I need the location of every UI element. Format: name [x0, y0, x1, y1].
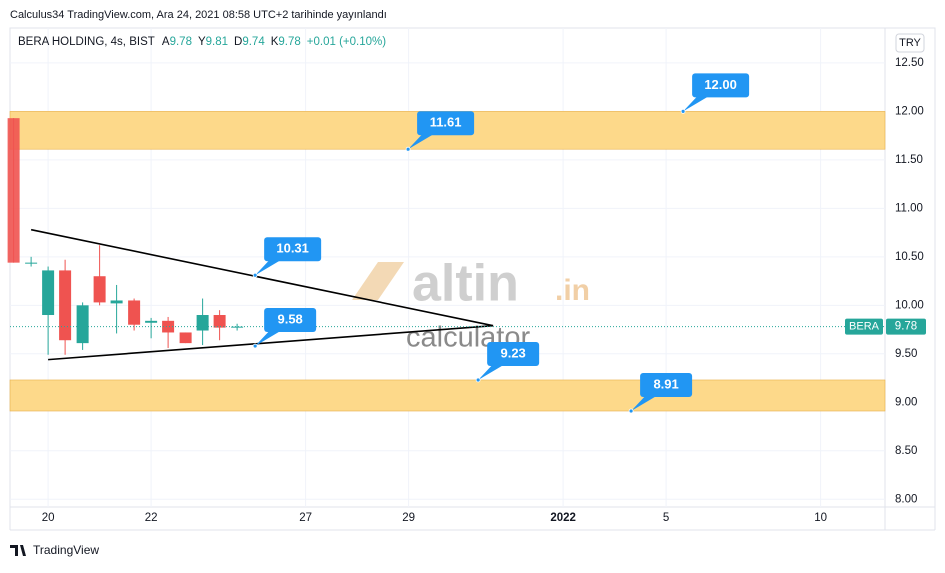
y-tick-label: 10.00	[895, 299, 924, 311]
callout-label: 9.23	[500, 345, 525, 360]
legend-key: Y	[198, 36, 206, 48]
x-tick-label: 27	[299, 512, 312, 524]
zone	[9, 379, 886, 412]
callout-tail	[255, 330, 283, 347]
y-tick-label: 8.50	[895, 445, 917, 457]
legend-title: BERA HOLDING, 4s, BIST	[18, 36, 155, 48]
y-tick-label: 11.00	[895, 202, 923, 214]
candle-body	[179, 332, 192, 344]
legend-value: 9.78	[278, 36, 300, 48]
candle-body	[196, 315, 209, 331]
candle-body	[93, 276, 106, 303]
candle-body	[145, 320, 158, 323]
candle-body	[7, 118, 20, 263]
candle-body	[231, 326, 244, 328]
callout-tail	[631, 395, 659, 412]
header: Calculus34 TradingView.com, Ara 24, 2021…	[10, 9, 387, 21]
legend-value: 9.78	[170, 36, 192, 48]
footer: TradingView	[10, 543, 99, 557]
legend-key: K	[271, 36, 279, 48]
price-value-box	[886, 318, 926, 335]
callout-box	[487, 341, 540, 366]
candle-body	[128, 300, 141, 325]
callout-label: 9.58	[277, 311, 302, 326]
callout-box	[417, 111, 475, 136]
legend-value: 9.74	[242, 36, 265, 48]
trendline	[48, 324, 494, 361]
y-tick-label: 9.50	[895, 348, 917, 360]
callout-tail	[408, 133, 436, 150]
callout-anchor	[252, 343, 258, 349]
legend: BERA HOLDING, 4s, BIST A9.78 Y9.81 D9.74 K9.…	[18, 36, 386, 48]
callout-box	[692, 73, 750, 98]
frame	[9, 27, 936, 508]
candle-body	[42, 270, 55, 316]
y-tick-label: 12.00	[895, 105, 924, 117]
callout-label: 12.00	[704, 77, 737, 92]
callout-anchor	[475, 377, 481, 383]
price-value: 9.78	[895, 321, 917, 333]
y-tick-label: 10.50	[895, 251, 924, 263]
watermark-suffix: .in	[555, 274, 590, 307]
callout-box	[264, 308, 317, 333]
callout-tail	[255, 259, 283, 276]
watermark-logo	[352, 262, 404, 300]
y-tick-label: 12.50	[895, 57, 924, 69]
callout-anchor	[252, 272, 258, 278]
candle-body	[110, 300, 123, 304]
legend-key: A	[162, 36, 170, 48]
callout-tail	[683, 95, 711, 112]
currency-box	[895, 33, 925, 53]
x-tick-label: 2022	[550, 512, 576, 524]
candle-body	[59, 270, 72, 341]
callout-anchor	[628, 408, 634, 414]
footer-text: TradingView	[33, 543, 99, 557]
x-tick-label: 5	[663, 512, 669, 524]
x-tick-label: 10	[814, 512, 827, 524]
callout-tail	[478, 363, 506, 380]
y-tick-label: 9.00	[895, 396, 917, 408]
watermark-main: altin	[412, 255, 519, 313]
legend-key: D	[234, 36, 242, 48]
callout-box	[640, 373, 693, 398]
currency: TRY	[899, 37, 921, 49]
trendline	[30, 228, 494, 327]
y-tick-label: 11.50	[895, 154, 923, 166]
legend-change: +0.01 (+0.10%)	[307, 36, 386, 48]
price-name-box	[845, 318, 883, 335]
candle-body	[213, 315, 226, 328]
x-tick-label: 22	[145, 512, 158, 524]
candle-body	[25, 262, 38, 264]
candle-body	[76, 305, 89, 344]
y-tick-label: 8.00	[895, 493, 917, 505]
callout-box	[264, 237, 322, 262]
footer-logo	[10, 545, 26, 556]
price-name: BERA	[849, 321, 880, 333]
callout-label: 8.91	[653, 376, 678, 391]
x-tick-label: 20	[42, 512, 55, 524]
callout-anchor	[405, 146, 411, 152]
candle-body	[162, 320, 175, 333]
callout-label: 11.61	[430, 115, 462, 130]
legend-value: 9.81	[206, 36, 228, 48]
callout-anchor	[680, 108, 686, 114]
x-tick-label: 29	[402, 512, 415, 524]
callout-label: 10.31	[276, 241, 309, 256]
